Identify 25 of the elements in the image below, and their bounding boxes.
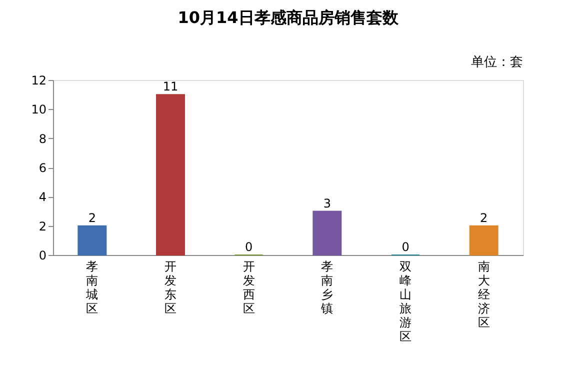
data-label: 0 bbox=[402, 240, 410, 254]
data-label: 0 bbox=[245, 240, 253, 254]
x-tick-label: 孝南乡镇 bbox=[320, 260, 334, 316]
data-label: 11 bbox=[162, 80, 178, 94]
y-tick-label: 8 bbox=[38, 132, 46, 146]
text: 单位：套 bbox=[471, 55, 523, 70]
chart-title: 10月14日孝感商品房销售套数 bbox=[178, 8, 400, 27]
x-tick-label: 开发东区 bbox=[164, 260, 176, 316]
bar bbox=[312, 210, 342, 256]
bar bbox=[78, 225, 107, 256]
y-tick-label: 12 bbox=[31, 74, 46, 88]
x-tick-label: 南大经济区 bbox=[478, 260, 490, 330]
y-tick-label: 10 bbox=[31, 102, 46, 117]
bar bbox=[156, 94, 185, 256]
y-tick-label: 2 bbox=[38, 219, 46, 234]
data-label: 2 bbox=[88, 210, 96, 225]
x-tick-label: 开发西区 bbox=[242, 260, 255, 316]
data-label: 3 bbox=[323, 196, 331, 210]
y-tick-label: 0 bbox=[38, 248, 46, 262]
bar bbox=[469, 225, 498, 256]
data-label: 2 bbox=[480, 210, 488, 225]
y-tick-label: 6 bbox=[38, 161, 46, 175]
y-tick-label: 4 bbox=[38, 190, 46, 204]
x-tick-label: 双峰山旅游区 bbox=[400, 260, 412, 344]
x-tick-label: 孝南城区 bbox=[85, 260, 98, 316]
